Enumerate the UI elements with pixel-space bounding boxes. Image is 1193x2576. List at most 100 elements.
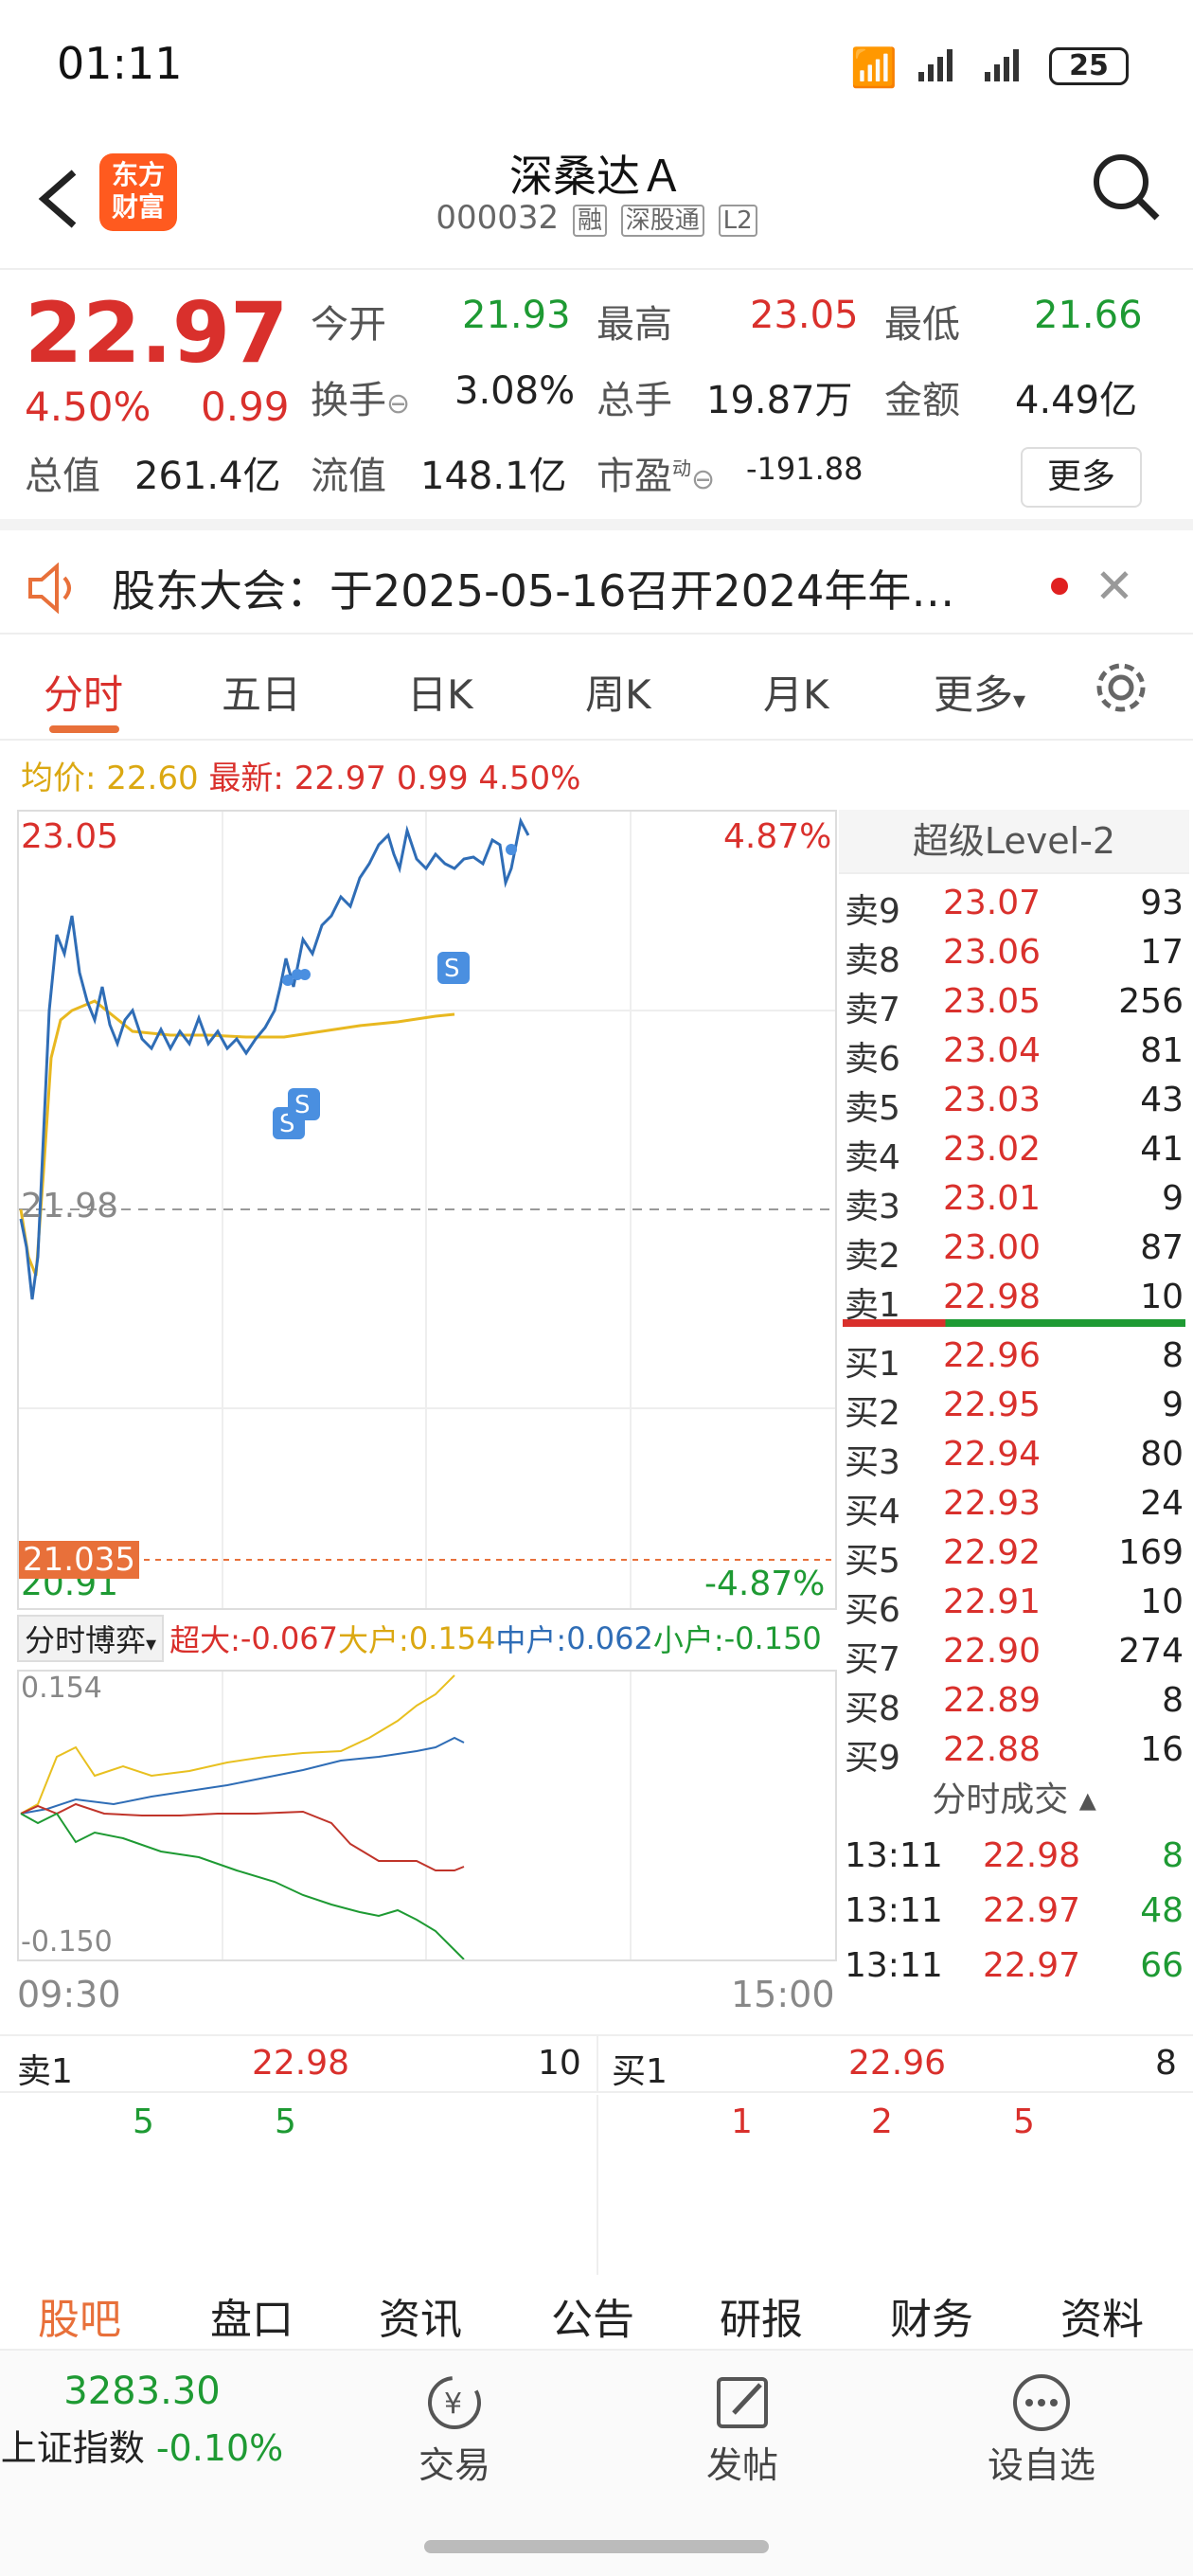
low-value: 21.66	[1034, 294, 1143, 337]
super-line	[20, 1802, 465, 1871]
bid-ask-bar	[843, 1319, 1185, 1327]
bid-row[interactable]: 买7 22.90 274	[839, 1626, 1189, 1679]
bid-row-label: 买5	[845, 1542, 900, 1581]
bid-row[interactable]: 买9 22.88 16	[839, 1725, 1189, 1772]
ask-row-label: 卖9	[845, 892, 900, 931]
tab-research[interactable]: 研报	[720, 2296, 803, 2344]
bid-row-volume: 8	[1162, 1681, 1184, 1720]
ask-row[interactable]: 卖3 23.01 9	[839, 1173, 1189, 1226]
order-book-title[interactable]: 超级Level-2	[839, 810, 1189, 874]
bid-row[interactable]: 买5 22.92 169	[839, 1528, 1189, 1581]
change-pct: 4.50%	[25, 384, 151, 430]
trade-time: 13:11	[845, 1946, 943, 1985]
ask-row-volume: 81	[1140, 1031, 1184, 1070]
bq-ask-vol: 10	[538, 2044, 581, 2083]
small-value: -0.150	[723, 1620, 822, 1656]
active-tab-underline	[49, 725, 119, 733]
ask-row[interactable]: 卖5 23.03 43	[839, 1075, 1189, 1128]
wifi-icon: 📶	[850, 46, 898, 90]
search-icon[interactable]	[1089, 150, 1165, 225]
ask-row[interactable]: 卖7 23.05 256	[839, 976, 1189, 1029]
home-indicator[interactable]	[424, 2540, 769, 2553]
low-label: 最低	[884, 303, 960, 347]
capital-flow-chart[interactable]: 0.154 -0.150	[17, 1670, 837, 1961]
bid-row[interactable]: 买1 22.96 8	[839, 1331, 1189, 1384]
tab-weekly-k[interactable]: 周K	[585, 671, 651, 718]
add-watchlist-button[interactable]: 设自选	[975, 2370, 1108, 2488]
intraday-chart[interactable]: S S S 23.05 4.87% 21.98 20.91 -4.87% 21.…	[17, 810, 837, 1610]
y-mid-label: 21.98	[21, 1187, 119, 1225]
bid-row[interactable]: 买2 22.95 9	[839, 1380, 1189, 1433]
small-label: 小户:	[652, 1622, 724, 1658]
last-value: 22.97	[294, 760, 387, 797]
open-label: 今开	[311, 303, 386, 347]
pe-label[interactable]: 市盈动⊖	[596, 455, 716, 498]
settings-gear-icon[interactable]	[1093, 659, 1149, 720]
more-button[interactable]: 更多	[1021, 447, 1142, 508]
ask-row-volume: 43	[1140, 1081, 1184, 1119]
ask-row-label: 卖3	[845, 1188, 900, 1226]
tab-guba[interactable]: 股吧	[38, 2296, 121, 2344]
ask-row[interactable]: 卖1 22.98 10	[839, 1272, 1189, 1325]
tab-five-day[interactable]: 五日	[222, 671, 302, 718]
turnover-label[interactable]: 换手⊖	[311, 379, 411, 422]
mid-value: 0.062	[566, 1620, 653, 1656]
tag-margin: 融	[572, 205, 607, 237]
tab-news[interactable]: 资讯	[379, 2296, 462, 2344]
trade-volume: 66	[1140, 1946, 1184, 1985]
bid-row[interactable]: 买4 22.93 24	[839, 1478, 1189, 1531]
pct-min-label: -4.87%	[704, 1565, 826, 1603]
bid-row-price: 22.89	[943, 1681, 1042, 1720]
bid-row[interactable]: 买6 22.91 10	[839, 1577, 1189, 1630]
index-widget[interactable]: 3283.30 上证指数 -0.10%	[0, 2370, 284, 2471]
ask-row[interactable]: 卖6 23.04 81	[839, 1026, 1189, 1079]
queue-area: 5 5 1 2 5	[0, 2095, 1193, 2275]
ask-row[interactable]: 卖9 23.07 93	[839, 878, 1189, 931]
tag-connect: 深股通	[620, 205, 704, 237]
tab-finance[interactable]: 财务	[890, 2296, 973, 2344]
svg-text:S: S	[444, 955, 460, 983]
tab-more[interactable]: 更多▾	[934, 671, 1026, 718]
ask-row[interactable]: 卖8 23.06 17	[839, 927, 1189, 980]
stock-code: 000032	[436, 199, 560, 237]
tab-announcements[interactable]: 公告	[551, 2296, 634, 2344]
trade-button[interactable]: ¥ 交易	[398, 2370, 511, 2488]
bid-row-price: 22.94	[943, 1435, 1042, 1474]
battery-icon: 25	[1049, 47, 1129, 85]
ask-row[interactable]: 卖4 23.02 41	[839, 1124, 1189, 1177]
indicator-select[interactable]: 分时博弈▾	[17, 1615, 165, 1662]
app-header: 东方 财富 深桑达Ａ 000032 融 深股通 L2	[0, 133, 1193, 270]
order-book[interactable]: 超级Level-2 卖9 23.07 93 卖8 23.06 17 卖7 23.05 256 卖6…	[839, 810, 1189, 2001]
tab-monthly-k[interactable]: 月K	[763, 671, 829, 718]
tab-profile[interactable]: 资料	[1060, 2296, 1144, 2344]
bid-row-volume: 169	[1118, 1533, 1184, 1572]
trades-header[interactable]: 分时成交 ▴	[932, 1780, 1096, 1819]
bid-row[interactable]: 买3 22.94 80	[839, 1429, 1189, 1482]
small-line	[20, 1812, 465, 1959]
speaker-icon	[25, 562, 81, 617]
tab-daily-k[interactable]: 日K	[407, 671, 473, 718]
close-icon[interactable]: ✕	[1095, 559, 1134, 614]
open-value: 21.93	[462, 294, 571, 337]
back-icon[interactable]	[28, 161, 85, 237]
high-label: 最高	[596, 303, 672, 347]
bottom-action-bar: 3283.30 上证指数 -0.10% ¥ 交易 发帖 设自选	[0, 2349, 1193, 2576]
amount-value: 4.49亿	[1015, 379, 1138, 422]
high-value: 23.05	[750, 294, 859, 337]
change-value: 0.99	[201, 384, 290, 430]
ask-row[interactable]: 卖2 23.00 87	[839, 1223, 1189, 1276]
info-icon[interactable]: ⊖	[386, 387, 411, 420]
tab-intraday[interactable]: 分时	[44, 671, 124, 718]
notice-banner[interactable]: 股东大会：于2025-05-16召开2024年年… ✕	[0, 540, 1193, 635]
price-marker[interactable]: 21.035	[19, 1541, 139, 1579]
index-change: -0.10%	[155, 2427, 284, 2469]
bid-row[interactable]: 买8 22.89 8	[839, 1675, 1189, 1728]
post-button[interactable]: 发帖	[686, 2370, 799, 2488]
legend-pct: 4.50%	[478, 760, 581, 797]
amount-label: 金额	[884, 379, 960, 422]
tab-pankou[interactable]: 盘口	[210, 2296, 294, 2344]
bid-queue-item: 5	[1013, 2102, 1035, 2141]
ask-queue-item: 5	[133, 2102, 154, 2141]
bid-row-volume: 24	[1140, 1484, 1184, 1523]
last-label: 最新:	[208, 760, 284, 797]
